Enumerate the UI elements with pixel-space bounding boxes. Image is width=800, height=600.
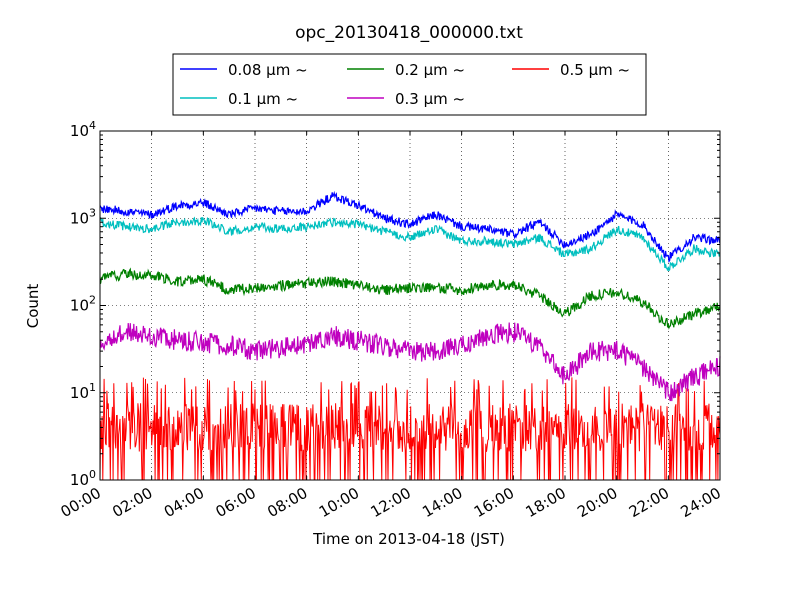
legend: 0.08 μm ~ 0.1 μm ~ 0.2 μm ~ 0.3 μm ~ 0.5 μm … bbox=[172, 53, 647, 116]
series-layer bbox=[99, 190, 721, 481]
y-tick-label: 104 bbox=[70, 119, 96, 140]
y-axis-label: Count bbox=[24, 284, 42, 329]
grid bbox=[100, 131, 720, 480]
series-line bbox=[99, 377, 721, 481]
y-tick-label: 100 bbox=[70, 468, 96, 489]
chart-title: opc_20130418_000000.txt bbox=[295, 23, 523, 43]
y-tick-label: 101 bbox=[70, 381, 96, 402]
legend-label: 0.3 μm ~ bbox=[395, 90, 465, 108]
legend-label: 0.5 μm ~ bbox=[560, 61, 630, 79]
y-tick-label: 102 bbox=[70, 294, 96, 315]
x-axis-label: Time on 2013-04-18 (JST) bbox=[312, 530, 505, 548]
legend-label: 0.1 μm ~ bbox=[228, 90, 298, 108]
y-tick-label: 103 bbox=[70, 206, 96, 227]
series-line bbox=[99, 322, 721, 402]
series-line bbox=[99, 267, 721, 330]
legend-frame bbox=[172, 53, 647, 116]
legend-label: 0.2 μm ~ bbox=[395, 61, 465, 79]
legend-label: 0.08 μm ~ bbox=[228, 61, 308, 79]
series-line bbox=[99, 216, 721, 272]
series-line bbox=[99, 190, 721, 263]
